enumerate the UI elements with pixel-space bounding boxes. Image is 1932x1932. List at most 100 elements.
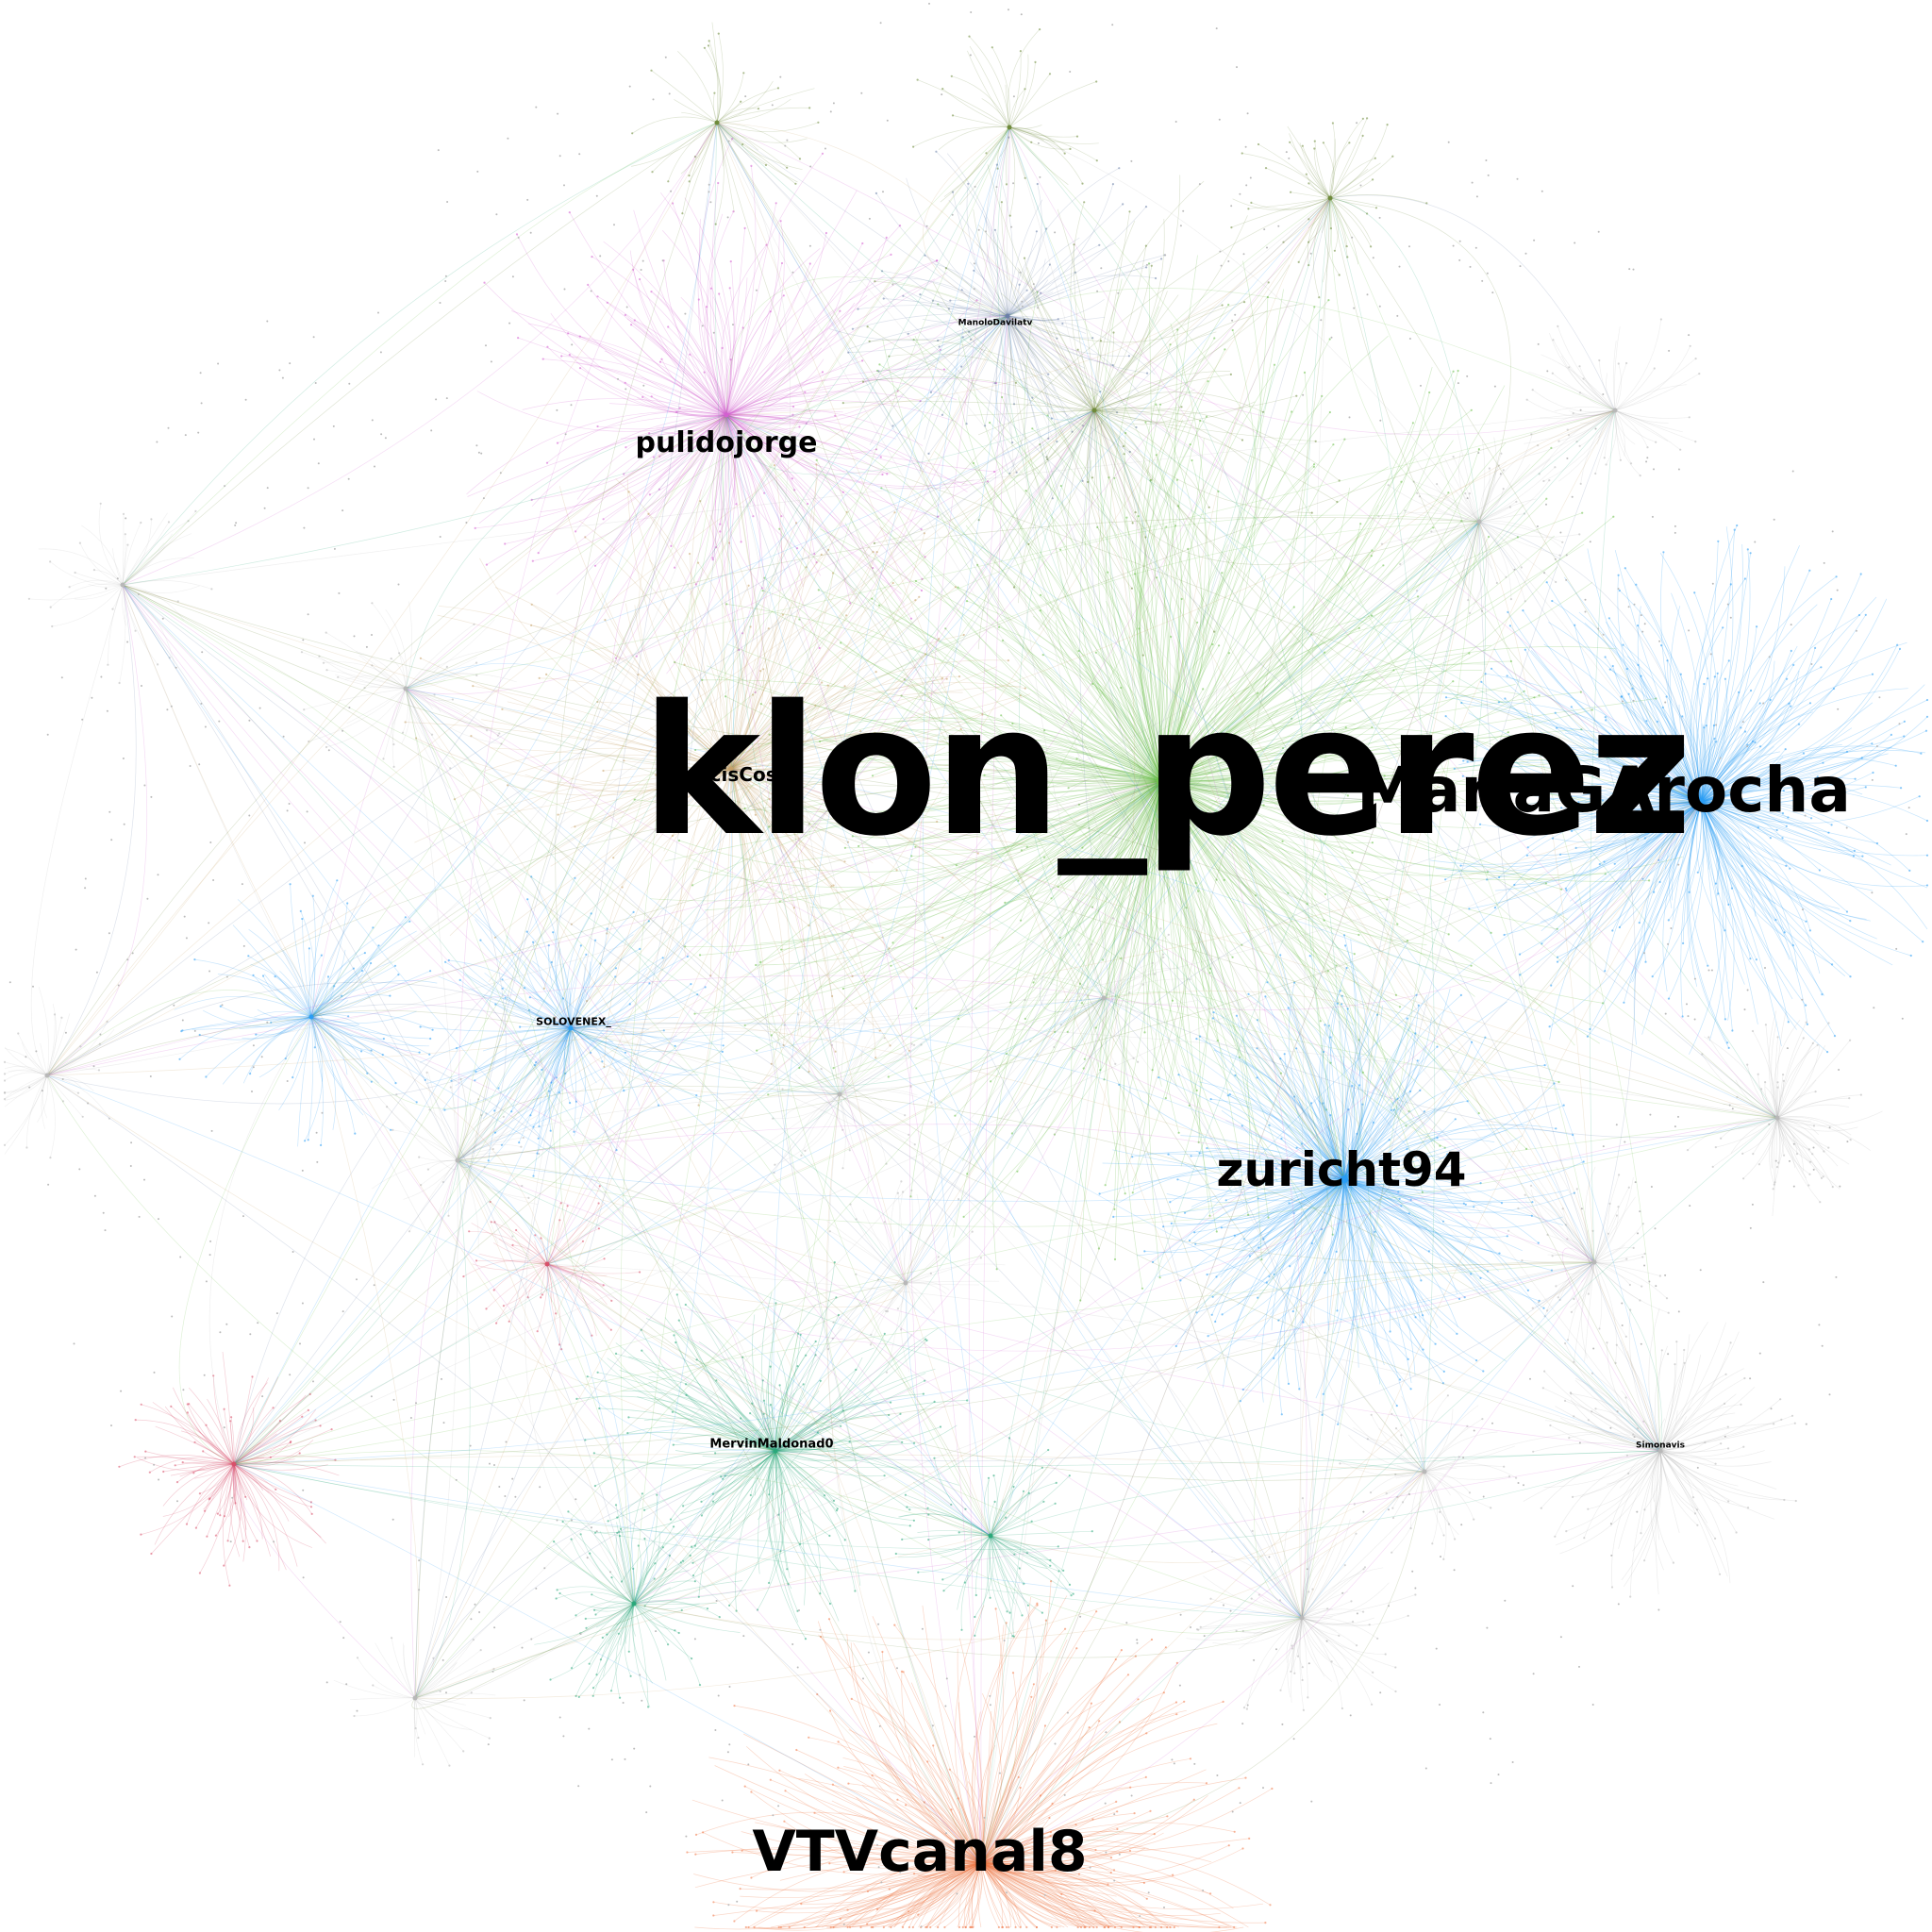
leaf-node (778, 1384, 781, 1387)
leaf-node (1924, 729, 1928, 732)
edge (798, 780, 1163, 1069)
leaf-node (1696, 871, 1699, 874)
edge (1615, 776, 1702, 803)
edge (1552, 801, 1702, 843)
leaf-node (1522, 609, 1524, 612)
edge (799, 619, 1163, 782)
leaf-node (1291, 1310, 1294, 1313)
leaf-node (299, 909, 302, 913)
leaf-node (890, 253, 892, 256)
leaf-node (1006, 1052, 1008, 1056)
edge (1657, 721, 1702, 803)
edge (1161, 780, 1373, 843)
leaf-node (1854, 777, 1857, 780)
edge (1161, 691, 1524, 786)
edge (1161, 779, 1307, 825)
leaf-node (686, 1851, 689, 1854)
edge (1108, 306, 1163, 782)
edge (1161, 780, 1414, 1119)
edge (694, 780, 1163, 1014)
leaf-node (1384, 797, 1387, 800)
edge (1161, 506, 1205, 782)
edge (151, 1463, 235, 1555)
leaf-node (969, 1925, 972, 1929)
leaf-node (788, 810, 791, 813)
edge (1102, 780, 1163, 960)
leaf-node (1398, 1006, 1402, 1008)
leaf-node (1782, 1074, 1785, 1076)
edge (1619, 695, 1702, 803)
edge (154, 1463, 235, 1545)
leaf-node (674, 1044, 676, 1047)
leaf-node (1835, 575, 1838, 578)
leaf-node (1724, 1373, 1727, 1375)
leaf-node (1432, 526, 1435, 529)
edge (1463, 755, 1702, 803)
leaf-node (1067, 787, 1070, 790)
leaf-node (1729, 1341, 1732, 1344)
edge (1659, 1322, 1708, 1452)
leaf-node (1019, 919, 1023, 922)
edge (1700, 801, 1877, 940)
edge (1082, 780, 1163, 848)
leaf-node (1164, 1097, 1167, 1100)
leaf-node (1396, 923, 1399, 925)
leaf-node (1000, 201, 1003, 204)
leaf-node (1565, 1530, 1568, 1533)
leaf-node (1500, 1202, 1504, 1205)
edge (1124, 780, 1163, 874)
edge (1161, 780, 1569, 921)
leaf-node (881, 473, 884, 476)
leaf-node (1454, 1118, 1457, 1121)
edge (1161, 780, 1264, 806)
edge (1700, 752, 1881, 805)
leaf-node (1788, 702, 1790, 705)
edge (1698, 738, 1715, 803)
leaf-node (993, 1500, 996, 1503)
leaf-node (909, 1195, 912, 1198)
leaf-node (1267, 1216, 1270, 1219)
leaf-node (1058, 548, 1062, 551)
leaf-node (1755, 958, 1757, 961)
leaf-node (1032, 1683, 1035, 1686)
edge (1161, 466, 1315, 782)
leaf-node (162, 1470, 165, 1474)
edge (808, 780, 1163, 824)
leaf-node (1640, 1532, 1642, 1535)
leaf-node (1774, 919, 1777, 922)
edge (1161, 780, 1197, 884)
edge (1664, 801, 1702, 870)
leaf-node (1019, 1786, 1022, 1790)
leaf-node (1519, 974, 1522, 976)
leaf-node (912, 338, 915, 341)
edge (973, 462, 1163, 782)
edge (1161, 423, 1414, 782)
leaf-node (1461, 774, 1464, 777)
edge (955, 780, 1163, 1116)
edge (233, 1463, 272, 1557)
leaf-node (768, 1493, 771, 1496)
leaf-node (602, 769, 605, 773)
edge (1609, 669, 1702, 803)
leaf-node (545, 461, 549, 464)
leaf-node (1371, 549, 1374, 552)
leaf-node (1392, 669, 1395, 672)
edge (1161, 653, 1230, 782)
edge (1138, 516, 1163, 782)
leaf-node (1151, 1069, 1154, 1072)
edge (879, 364, 1163, 782)
edge (1069, 780, 1163, 1061)
leaf-node (654, 1562, 657, 1565)
edge (1091, 780, 1163, 908)
edge (1131, 780, 1187, 1183)
edge (858, 773, 1163, 847)
edge (1457, 733, 1702, 803)
leaf-node (1331, 1233, 1334, 1236)
edge (1006, 780, 1163, 1055)
leaf-node (483, 281, 486, 284)
edge (1084, 780, 1163, 872)
edge (1079, 780, 1163, 985)
leaf-node (1493, 907, 1496, 909)
edge (1544, 747, 1702, 803)
leaf-node (784, 1790, 787, 1792)
